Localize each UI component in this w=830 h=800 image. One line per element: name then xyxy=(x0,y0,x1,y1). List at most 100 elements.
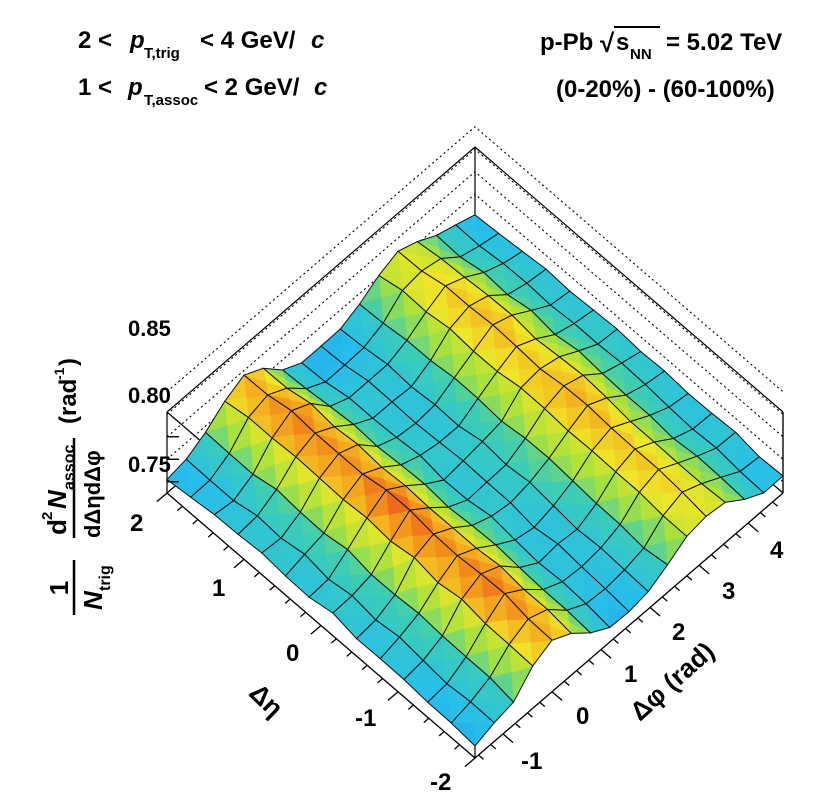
z-gridline xyxy=(166,126,784,393)
eta-tick xyxy=(361,664,368,671)
phi-tick xyxy=(563,680,570,687)
z-tick-label-0.75: 0.75 xyxy=(128,452,171,477)
svg-text:dΔηdΔφ: dΔηdΔφ xyxy=(80,450,105,538)
frame-edge xyxy=(474,146,784,413)
eta-tick xyxy=(233,558,245,569)
eta-tick xyxy=(207,532,214,538)
phi-tick xyxy=(539,701,546,708)
phi-tick xyxy=(698,564,710,575)
svg-text:= 5.02 TeV: = 5.02 TeV xyxy=(666,29,782,56)
eta-tick xyxy=(156,492,168,503)
surface-cell-edge xyxy=(450,701,495,747)
svg-text:1: 1 xyxy=(44,581,74,595)
phi-tick-label--1: -1 xyxy=(521,748,542,775)
z-gridline xyxy=(166,148,784,415)
svg-text:1 <: 1 < xyxy=(78,74,112,101)
phi-tick xyxy=(772,501,779,507)
svg-text:N: N xyxy=(78,590,108,610)
eta-ticks xyxy=(156,492,476,768)
eta-tick xyxy=(454,744,461,750)
phi-tick-label-2: 2 xyxy=(672,619,685,646)
svg-text:p-Pb: p-Pb xyxy=(540,29,593,56)
eta-tick xyxy=(253,572,260,578)
z-axis-title: 1 N trig d 2 N assoc dΔηdΔφ (rad -1 ) xyxy=(39,358,114,615)
eta-tick-label--2: -2 xyxy=(430,769,451,796)
svg-text:N: N xyxy=(42,489,72,509)
phi-tick-label-4: 4 xyxy=(770,537,784,564)
eta-tick-label-2: 2 xyxy=(130,510,143,537)
svg-text:√: √ xyxy=(600,28,615,58)
eta-tick xyxy=(464,757,476,768)
z-tick-label-0.80: 0.80 xyxy=(128,383,171,408)
svg-text:T,assoc: T,assoc xyxy=(144,92,198,109)
eta-tick-label-0: 0 xyxy=(286,640,299,667)
svg-text:c: c xyxy=(314,74,327,101)
eta-tick xyxy=(300,611,307,618)
surface-facet xyxy=(684,514,707,538)
svg-text:): ) xyxy=(55,358,82,366)
svg-text:T,trig: T,trig xyxy=(144,45,180,62)
svg-text:(rad: (rad xyxy=(55,379,82,424)
phi-tick xyxy=(588,659,595,665)
phi-tick xyxy=(686,575,693,581)
phi-tick xyxy=(637,617,644,623)
eta-tick xyxy=(284,598,291,604)
z-ticks xyxy=(167,436,179,483)
phi-tick xyxy=(759,512,766,518)
phi-tick xyxy=(478,754,484,760)
phi-tick xyxy=(490,743,497,750)
svg-text:2: 2 xyxy=(39,512,56,520)
surface xyxy=(166,214,784,747)
phi-tick xyxy=(612,638,619,644)
svg-text:d: d xyxy=(42,519,72,535)
eta-tick-label-1: 1 xyxy=(212,575,225,602)
eta-tick xyxy=(269,585,276,591)
phi-tick xyxy=(747,522,759,533)
svg-text:-1: -1 xyxy=(51,367,67,380)
eta-axis-title: Δη xyxy=(244,677,290,723)
phi-tick xyxy=(649,606,661,617)
eta-tick xyxy=(310,625,322,635)
eta-tick-label--1: -1 xyxy=(355,705,376,732)
svg-text:s: s xyxy=(616,29,629,56)
phi-tick xyxy=(674,585,681,592)
frame-edge xyxy=(166,146,476,413)
surface-facet xyxy=(626,590,649,613)
svg-text:2 <: 2 < xyxy=(78,27,112,54)
svg-text:< 2 GeV/: < 2 GeV/ xyxy=(204,74,300,101)
surface-facet xyxy=(491,700,515,724)
eta-tick xyxy=(192,519,199,525)
svg-text:p: p xyxy=(127,74,143,101)
surface-facet xyxy=(320,328,343,348)
eta-tick xyxy=(223,545,230,551)
z-gridline xyxy=(166,171,784,438)
eta-tick xyxy=(176,505,183,512)
phi-tick xyxy=(576,670,582,676)
phi-tick xyxy=(661,596,668,602)
collision-system-label: p-Pb √ s NN = 5.02 TeV xyxy=(540,26,782,63)
svg-text:assoc: assoc xyxy=(61,445,78,490)
svg-text:NN: NN xyxy=(630,46,652,63)
phi-tick xyxy=(710,554,717,560)
phi-tick xyxy=(735,533,742,539)
surface-facet xyxy=(300,345,324,365)
phi-tick xyxy=(723,543,730,549)
eta-tick xyxy=(387,691,399,701)
phi-tick xyxy=(502,733,514,744)
phi-tick xyxy=(514,722,521,729)
phi-tick-label-1: 1 xyxy=(624,661,637,688)
eta-tick xyxy=(330,638,337,644)
phi-tick xyxy=(527,712,533,718)
phi-tick xyxy=(600,649,612,659)
phi-ticks xyxy=(478,501,779,760)
svg-text:c: c xyxy=(311,27,324,54)
phi-tick xyxy=(551,691,563,701)
svg-text:trig: trig xyxy=(97,565,114,591)
phi-axis-title: Δφ (rad) xyxy=(624,636,720,727)
eta-tick xyxy=(377,678,384,684)
assoc-pt-label: 1 < p T,assoc < 2 GeV/ c xyxy=(78,74,327,109)
eta-tick xyxy=(423,717,430,724)
centrality-label: (0-20%) - (60-100%) xyxy=(556,76,775,103)
phi-tick xyxy=(625,627,631,634)
